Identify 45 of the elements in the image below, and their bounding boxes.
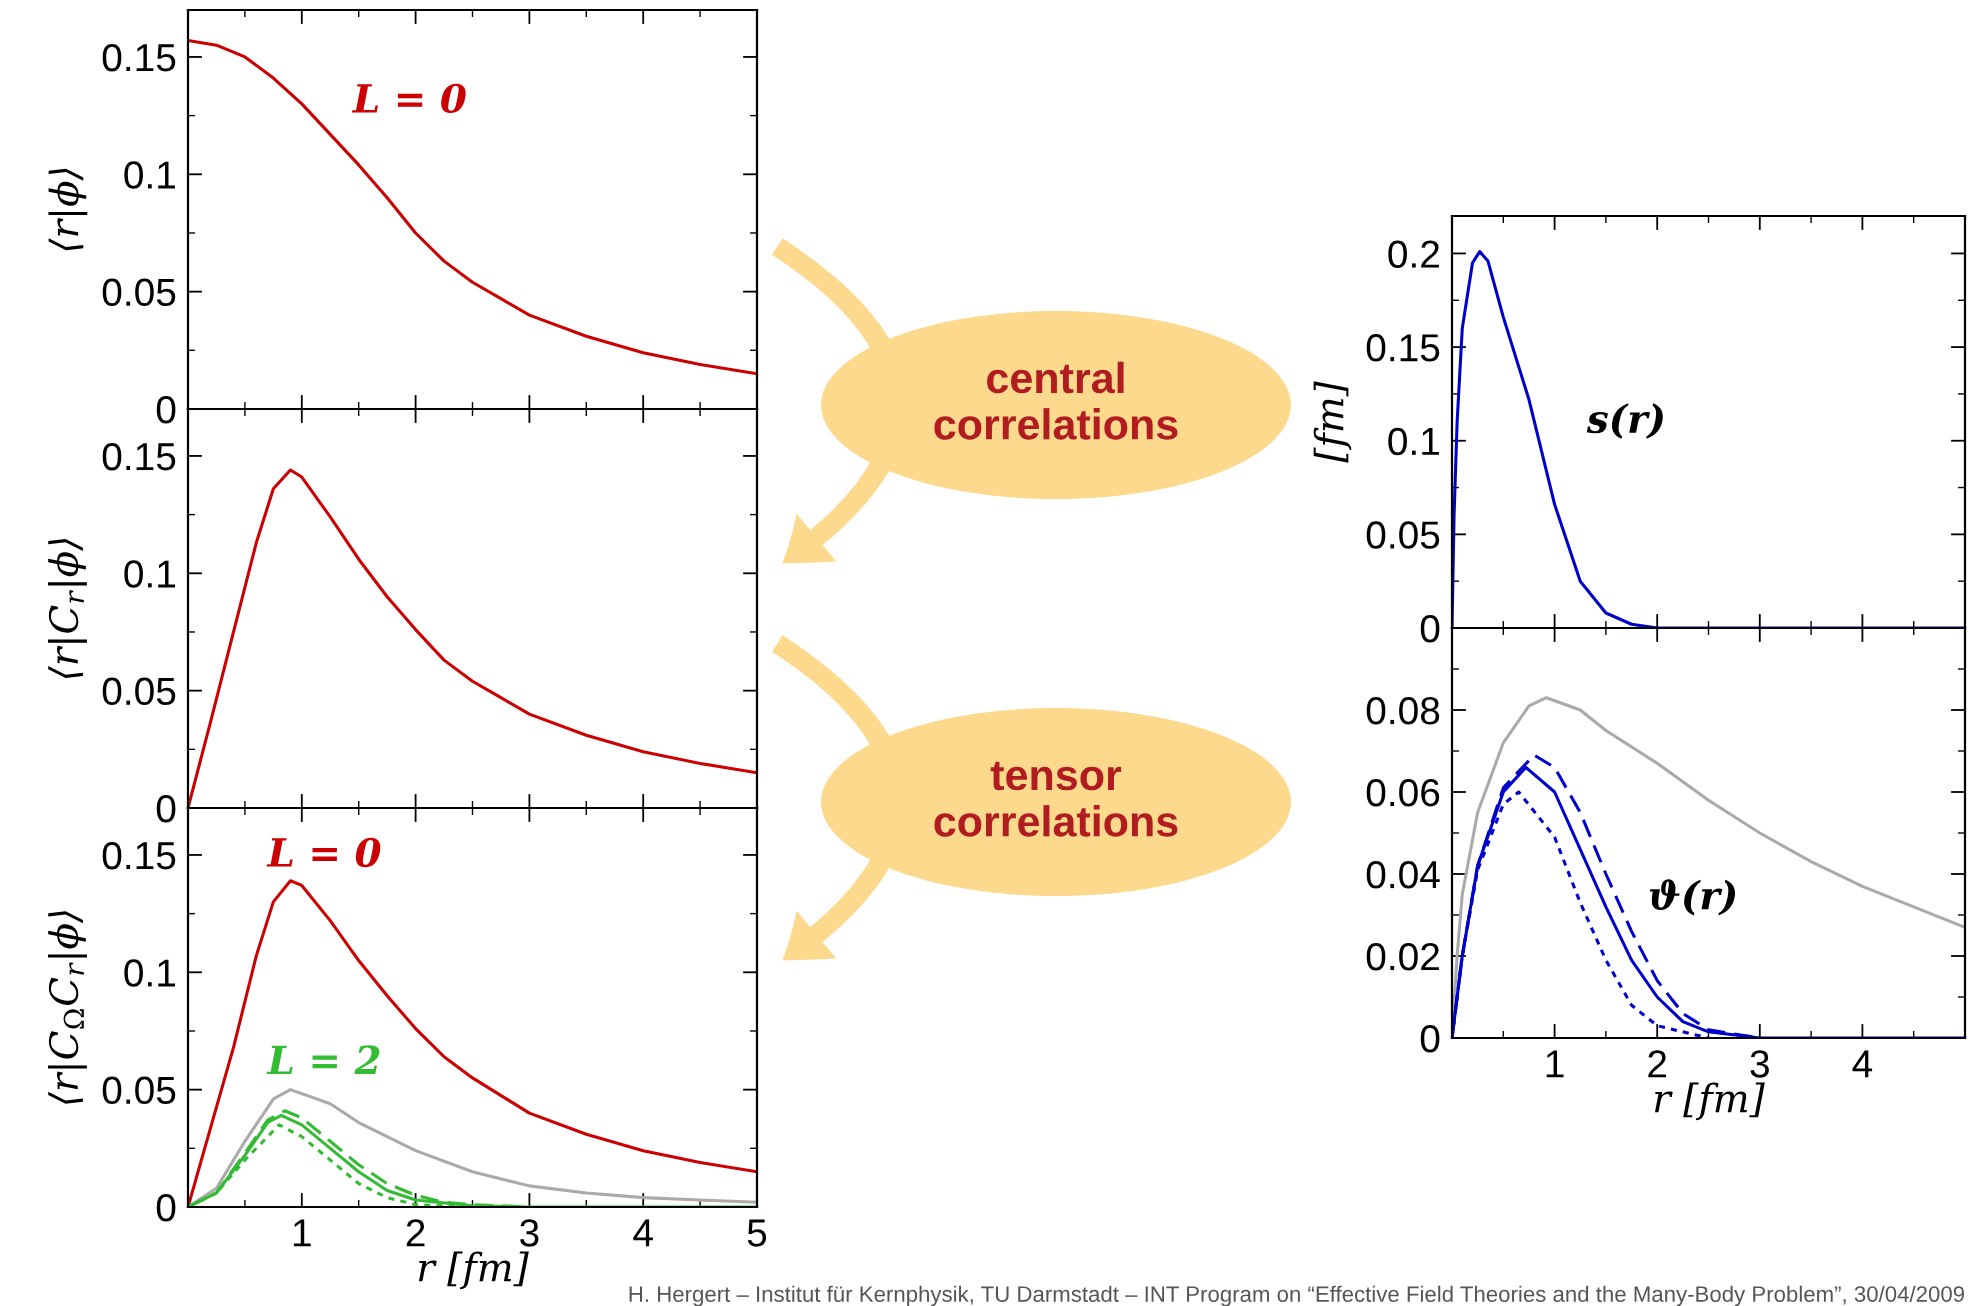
y-tick-label: 0.15	[1366, 334, 1440, 362]
text: H. Hergert – Institut für Kernphysik, TU Darmstadt – INT Program on “Effective Field Theories and the Many-Body Problem”, 30/04/2009	[629, 1285, 1965, 1306]
y-tick-label: 0.05	[102, 677, 176, 706]
y-tick-label: 0.06	[1366, 778, 1440, 807]
x-tick-label: 4	[633, 1219, 653, 1247]
y-tick-label: 0.15	[102, 442, 176, 471]
y-tick-label: 0.1	[1388, 427, 1439, 456]
x-axis-title: r [fm]	[418, 1251, 529, 1290]
y-tick-label: 0	[156, 395, 176, 424]
x-tick-label: 1	[293, 1219, 311, 1247]
y-tick-label: 0.05	[1366, 521, 1440, 549]
x-tick-label: 4	[1852, 1050, 1873, 1078]
annotation: ϑ(r)	[1649, 879, 1736, 916]
y-tick-label: 0	[156, 1193, 176, 1222]
x-tick-label: 3	[520, 1219, 539, 1247]
annotation: L = 0	[351, 83, 466, 114]
x-axis-title: r [fm]	[1654, 1082, 1765, 1121]
x-tick-label: 1	[1546, 1050, 1564, 1078]
y-tick-label: 0	[1420, 1024, 1440, 1053]
y-tick-label: 0.1	[124, 560, 175, 588]
annotation: s(r)	[1586, 403, 1663, 439]
x-tick-label: 2	[1648, 1050, 1667, 1078]
y-tick-label: 0.05	[102, 1076, 176, 1105]
y-tick-label: 0.15	[102, 43, 176, 72]
y-axis-title: ⟨r|C$_{r}$|ϕ⟩	[48, 539, 87, 678]
y-tick-label: 0	[156, 794, 176, 823]
x-tick-label: 3	[1750, 1050, 1769, 1078]
y-axis-title: [fm]	[1313, 381, 1352, 463]
y-tick-label: 0.2	[1388, 240, 1439, 268]
text: central correlations	[934, 361, 1178, 440]
annotation: L = 2	[266, 1045, 380, 1075]
y-axis-title: ⟨r|ϕ⟩	[48, 168, 88, 251]
y-tick-label: 0.15	[102, 841, 176, 870]
y-tick-label: 0.04	[1366, 860, 1440, 889]
y-tick-label: 0.1	[124, 959, 175, 987]
y-tick-label: 0.1	[124, 161, 175, 189]
y-axis-title: ⟨r|C$_{Ω}$C$_{r}$|ϕ⟩	[48, 911, 87, 1104]
x-tick-label: 5	[747, 1219, 767, 1247]
y-tick-label: 0.05	[102, 278, 176, 307]
annotation: L = 0	[266, 837, 381, 868]
y-tick-label: 0.08	[1366, 696, 1440, 725]
y-tick-label: 0	[1420, 614, 1440, 643]
text: tensor correlations	[934, 761, 1178, 837]
x-tick-label: 2	[406, 1219, 425, 1247]
y-tick-label: 0.02	[1366, 942, 1439, 971]
